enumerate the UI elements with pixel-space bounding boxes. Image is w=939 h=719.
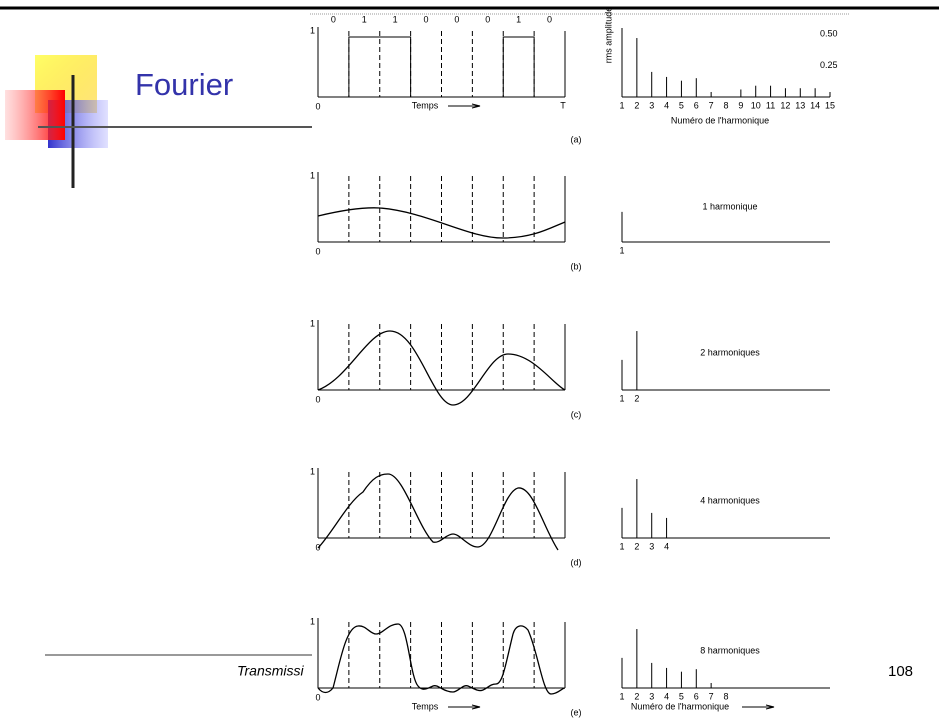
- harmonic-label: 2: [634, 393, 639, 403]
- harmonic-label: 4: [664, 691, 669, 701]
- period-label: T: [560, 100, 566, 110]
- level-one: 1: [310, 466, 315, 476]
- footer-text: Transmissi: [237, 663, 305, 679]
- harmonic-label: 6: [694, 691, 699, 701]
- harmonic-label: 10: [751, 100, 761, 110]
- level-one: 1: [310, 25, 315, 35]
- panel-caption: 2 harmoniques: [700, 347, 760, 357]
- harmonic-label: 2: [634, 691, 639, 701]
- level-zero: 0: [315, 246, 320, 256]
- bit-label: 0: [331, 14, 336, 24]
- panel-tag: (c): [571, 409, 582, 419]
- harmonic-label: 6: [694, 100, 699, 110]
- harmonic-label: 13: [795, 100, 805, 110]
- y-tick-label: 0.25: [820, 60, 838, 70]
- panel-caption: 1 harmonique: [702, 201, 757, 211]
- harmonic-label: 7: [709, 100, 714, 110]
- panel-caption: 4 harmoniques: [700, 495, 760, 505]
- harmonic-label: 9: [738, 100, 743, 110]
- deco-red: [5, 90, 65, 140]
- harmonic-label: 3: [649, 691, 654, 701]
- slide-title: Fourier: [135, 67, 233, 102]
- panel-tag: (a): [571, 134, 582, 144]
- x-axis-label: Numéro de l'harmonique: [631, 701, 729, 711]
- panel-tag: (b): [571, 261, 582, 271]
- level-one: 1: [310, 616, 315, 626]
- level-one: 1: [310, 170, 315, 180]
- harmonic-label: 12: [780, 100, 790, 110]
- bit-label: 1: [393, 14, 398, 24]
- harmonic-label: 14: [810, 100, 820, 110]
- bit-label: 0: [424, 14, 429, 24]
- level-one: 1: [310, 318, 315, 328]
- harmonic-label: 3: [649, 541, 654, 551]
- bit-label: 1: [362, 14, 367, 24]
- figure-background: [312, 10, 870, 719]
- bit-label: 0: [547, 14, 552, 24]
- slide: Fourier Transmissi 108 10(a)01100010T0.5…: [0, 0, 939, 719]
- harmonic-label: 11: [766, 100, 775, 110]
- bit-label: 0: [454, 14, 459, 24]
- level-zero: 0: [315, 394, 320, 404]
- panel-caption: 8 harmoniques: [700, 645, 760, 655]
- level-zero: 0: [315, 101, 320, 111]
- harmonic-label: 1: [619, 100, 624, 110]
- bit-label: 0: [485, 14, 490, 24]
- harmonic-label: 1: [619, 245, 624, 255]
- level-zero: 0: [315, 692, 320, 702]
- y-tick-label: 0.50: [820, 29, 838, 39]
- harmonic-label: 4: [664, 541, 669, 551]
- time-label: Temps: [412, 100, 439, 110]
- page: Fourier Transmissi 108 10(a)01100010T0.5…: [0, 0, 939, 719]
- harmonic-label: 2: [634, 100, 639, 110]
- y-axis-label: rms amplitude: [603, 7, 613, 64]
- harmonic-label: 1: [619, 541, 624, 551]
- harmonic-label: 7: [709, 691, 714, 701]
- harmonic-label: 5: [679, 100, 684, 110]
- harmonic-label: 5: [679, 691, 684, 701]
- harmonic-label: 4: [664, 100, 669, 110]
- bit-label: 1: [516, 14, 521, 24]
- panel-tag: (e): [571, 707, 582, 717]
- time-label: Temps: [412, 701, 439, 711]
- harmonic-label: 15: [825, 100, 835, 110]
- x-axis-label: Numéro de l'harmonique: [671, 115, 769, 125]
- harmonic-label: 1: [619, 691, 624, 701]
- harmonic-label: 3: [649, 100, 654, 110]
- level-zero: 0: [315, 542, 320, 552]
- harmonic-label: 8: [723, 100, 728, 110]
- harmonic-label: 8: [723, 691, 728, 701]
- panel-tag: (d): [571, 557, 582, 567]
- harmonic-label: 1: [619, 393, 624, 403]
- harmonic-label: 2: [634, 541, 639, 551]
- page-number: 108: [888, 663, 913, 680]
